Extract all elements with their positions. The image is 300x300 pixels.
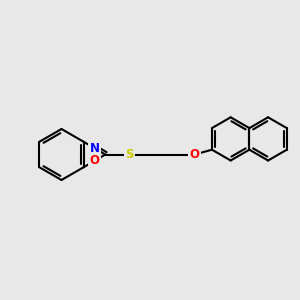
Text: N: N xyxy=(89,142,99,154)
Text: O: O xyxy=(89,154,99,167)
Text: O: O xyxy=(190,148,200,161)
Text: S: S xyxy=(126,148,134,161)
